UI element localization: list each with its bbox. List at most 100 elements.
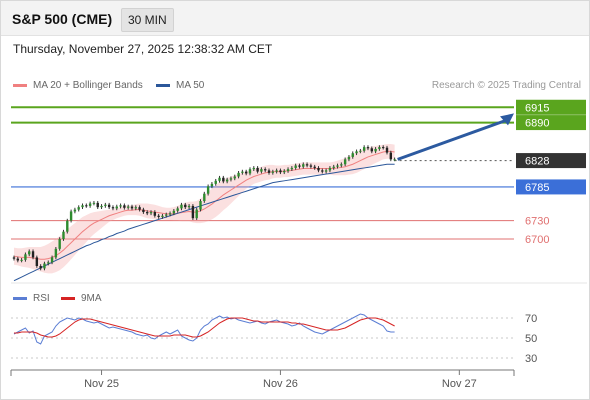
candle-body: [191, 205, 195, 219]
candle-body: [115, 206, 118, 209]
candle-body: [385, 147, 389, 153]
candle-body: [66, 220, 69, 232]
legend-rsi-label: RSI: [33, 293, 50, 304]
candle-body: [165, 214, 168, 216]
rsi-tick-30: 30: [525, 353, 537, 365]
candle-body: [187, 205, 191, 208]
candle-body: [35, 257, 39, 266]
candle-body: [149, 212, 153, 214]
candle-body: [96, 202, 99, 208]
candle-body: [256, 167, 259, 172]
legend-ma20-label: MA 20 + Bollinger Bands: [33, 80, 143, 91]
candle-body: [88, 203, 92, 206]
candle-body: [195, 209, 198, 219]
candle-body: [81, 205, 84, 208]
legend-ma50-swatch: [156, 83, 170, 87]
candle-body: [305, 164, 309, 166]
candle-body: [134, 207, 137, 209]
candle-body: [168, 213, 172, 215]
level-label-6700: 6700: [525, 234, 549, 246]
candle-body: [157, 215, 160, 217]
candle-body: [73, 209, 77, 212]
candle-body: [370, 148, 373, 152]
candle-body: [218, 177, 221, 181]
candle-body: [233, 176, 236, 179]
ma50-line: [13, 163, 395, 282]
candle-body: [290, 167, 294, 170]
candle-body: [237, 172, 240, 177]
candle-body: [267, 170, 271, 173]
candle-body: [355, 151, 358, 154]
candle-body: [176, 208, 179, 211]
candle-body: [271, 171, 275, 173]
level-label-6828: 6828: [525, 156, 549, 168]
legend-rsi: RSI: [13, 293, 50, 304]
x-tick-label: Nov 27: [442, 378, 477, 390]
level-tag-6785: [516, 179, 586, 195]
level-label-6785: 6785: [525, 182, 549, 194]
candle-body: [138, 207, 141, 210]
candle-body: [203, 193, 206, 202]
candle-body: [378, 147, 381, 149]
candle-body: [343, 159, 347, 165]
level-label-6915: 6915: [525, 102, 549, 114]
candle-body: [28, 251, 31, 255]
instrument-title: S&P 500 (CME): [12, 11, 113, 27]
candle-body: [324, 170, 328, 172]
candle-body: [244, 171, 248, 174]
candle-body: [85, 205, 88, 207]
candle-body: [264, 169, 267, 171]
candle-body: [206, 186, 210, 194]
candle-body: [184, 204, 187, 208]
candle-body: [146, 212, 149, 214]
rsi-line: [13, 313, 395, 345]
level-tag-6890: [516, 115, 586, 131]
legend-rsi-ma: 9MA: [61, 293, 102, 304]
chart-header: S&P 500 (CME) 30 MIN: [1, 1, 589, 36]
candle-body: [130, 206, 134, 209]
copyright-text: Research © 2025 Trading Central: [431, 80, 581, 91]
ma20-line: [13, 150, 395, 260]
candle-body: [362, 147, 366, 151]
candle-body: [309, 165, 313, 167]
candle-body: [58, 239, 61, 249]
legend-ma20-bb: MA 20 + Bollinger Bands: [13, 80, 143, 91]
legend-rsi-ma-swatch: [61, 296, 75, 300]
level-label-6890: 6890: [525, 118, 549, 130]
candle-body: [366, 147, 370, 149]
candle-body: [161, 215, 164, 217]
candle-body: [313, 166, 316, 168]
candle-body: [336, 165, 339, 167]
candle-body: [351, 153, 354, 157]
candle-body: [275, 170, 278, 172]
legend-rsi-ma-label: 9MA: [81, 293, 102, 304]
candles-group: [12, 145, 396, 271]
x-tick-label: Nov 25: [84, 378, 119, 390]
candle-body: [153, 212, 157, 216]
legend-ma50-label: MA 50: [176, 80, 205, 91]
candle-body: [359, 150, 362, 152]
candle-body: [374, 148, 377, 152]
candle-body: [20, 259, 23, 261]
candle-body: [298, 165, 301, 167]
candle-body: [24, 254, 27, 260]
candle-body: [294, 165, 297, 168]
candle-body: [142, 209, 145, 213]
candle-body: [252, 167, 255, 170]
candle-body: [279, 170, 282, 173]
candle-body: [248, 169, 252, 174]
rsi-tick-70: 70: [525, 313, 537, 325]
x-tick-label: Nov 26: [263, 378, 298, 390]
candle-body: [225, 179, 229, 182]
candle-body: [92, 202, 96, 204]
timeframe-badge[interactable]: 30 MIN: [121, 8, 174, 32]
candle-body: [317, 167, 320, 171]
projection-arrow-head: [500, 113, 514, 126]
candle-body: [393, 159, 396, 161]
candle-body: [50, 257, 54, 263]
candle-body: [54, 248, 58, 258]
legend-rsi-swatch: [13, 296, 27, 300]
candle-body: [47, 262, 50, 264]
timestamp: Thursday, November 27, 2025 12:38:32 AM …: [13, 42, 273, 56]
